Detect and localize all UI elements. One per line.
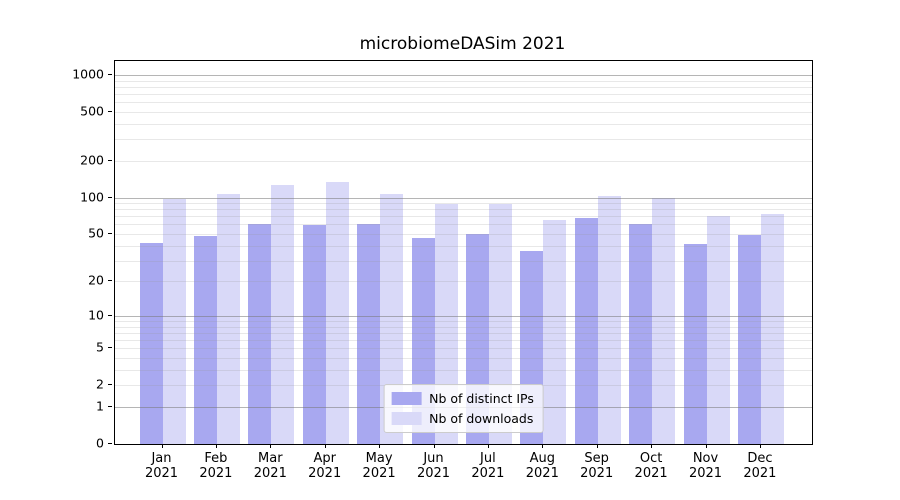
x-tick-label-feb: Feb 2021 [199,451,233,481]
bar-distinct-ips-jan [139,243,163,444]
y-tick-label-5: 5 [96,339,104,355]
bar-distinct-ips-nov [683,244,707,444]
y-tick-label-200: 200 [80,152,104,168]
y-tick-mark-5 [108,347,112,349]
x-tick-mark-feb [215,444,217,448]
y-tick-mark-50 [108,232,112,234]
x-tick-mark-mar [270,444,272,448]
x-tick-label-mar: Mar 2021 [253,451,287,481]
gridline-900 [115,80,812,82]
y-tick-mark-500 [108,110,112,112]
bar-downloads-apr [325,182,349,444]
gridline-600 [115,102,812,104]
x-tick-label-nov: Nov 2021 [688,451,723,481]
bar-downloads-mar [271,184,295,444]
bar-distinct-ips-dec [737,235,761,444]
legend-label-distinct-ips: Nb of distinct IPs [429,391,534,406]
x-tick-label-jul: Jul 2021 [471,451,505,481]
bar-distinct-ips-feb [193,236,217,444]
x-tick-label-aug: Aug 2021 [525,451,559,481]
y-tick-label-100: 100 [80,189,104,204]
gridline-300 [115,139,812,141]
y-tick-mark-2 [108,384,112,386]
legend-swatch-downloads [391,412,422,425]
x-tick-mark-oct [651,444,653,448]
bar-downloads-nov [706,215,730,444]
legend: Nb of distinct IPs Nb of downloads [383,384,544,433]
x-tick-label-sep: Sep 2021 [580,451,614,481]
legend-row-distinct-ips: Nb of distinct IPs [391,391,534,406]
y-tick-label-2: 2 [96,376,104,392]
bar-downloads-may [380,194,404,444]
bar-distinct-ips-oct [629,223,653,444]
y-tick-label-50: 50 [88,225,104,241]
x-tick-mark-aug [542,444,544,448]
gridline-400 [115,123,812,125]
y-tick-mark-10 [108,314,112,316]
y-tick-mark-1000 [108,74,112,75]
x-tick-mark-nov [705,444,707,448]
x-tick-mark-jan [161,444,163,448]
x-tick-mark-dec [759,444,761,448]
gridline-200 [115,160,812,162]
bar-downloads-oct [652,197,676,444]
bar-distinct-ips-may [357,224,381,444]
y-tick-mark-200 [108,159,112,161]
y-tick-label-20: 20 [88,272,104,288]
y-tick-mark-1 [108,405,112,407]
x-tick-label-oct: Oct 2021 [634,451,668,481]
x-tick-label-jan: Jan 2021 [144,451,179,481]
y-tick-mark-100 [108,196,112,198]
gridline-800 [115,86,812,88]
gridline-1000 [115,75,812,76]
x-tick-mark-apr [324,444,326,448]
y-tick-mark-0 [108,443,112,444]
plot-area: Nb of distinct IPs Nb of downloads [114,60,813,445]
x-tick-label-jun: Jun 2021 [416,451,451,481]
x-tick-label-apr: Apr 2021 [308,451,342,481]
y-tick-label-0: 0 [96,435,104,451]
bar-downloads-aug [543,220,567,444]
bar-distinct-ips-sep [574,217,598,444]
bar-distinct-ips-apr [302,225,326,444]
bar-distinct-ips-mar [248,223,272,444]
bar-downloads-dec [760,214,784,444]
x-tick-mark-jul [487,444,489,448]
legend-swatch-distinct-ips [391,392,422,405]
x-tick-label-dec: Dec 2021 [743,451,777,481]
y-tick-label-500: 500 [80,103,104,119]
gridline-700 [115,94,812,96]
x-tick-mark-jun [433,444,435,448]
y-tick-label-1000: 1000 [72,66,104,82]
gridline-500 [115,111,812,113]
bar-downloads-jan [162,199,186,444]
legend-label-downloads: Nb of downloads [429,411,534,426]
bar-downloads-feb [216,194,240,444]
y-tick-label-10: 10 [88,307,104,323]
y-tick-label-1: 1 [96,398,104,414]
x-tick-mark-may [379,444,381,448]
bar-downloads-sep [597,196,621,444]
x-tick-mark-sep [596,444,598,448]
y-tick-mark-20 [108,280,112,282]
chart-title: microbiomeDASim 2021 [359,34,566,54]
legend-row-downloads: Nb of downloads [391,411,534,426]
x-tick-label-may: May 2021 [362,451,396,481]
